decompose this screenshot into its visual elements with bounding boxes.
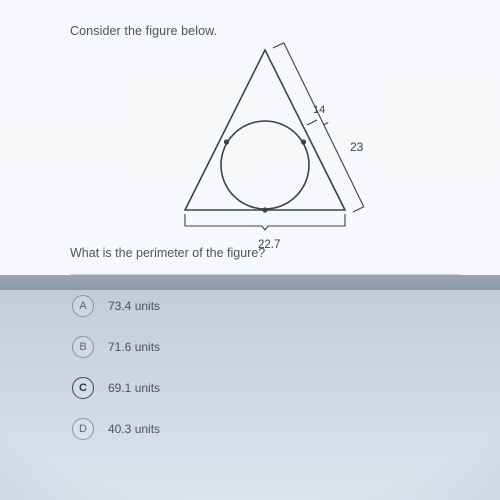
choice-text: 69.1 units xyxy=(108,381,160,395)
answer-choice-list: A 73.4 units B 71.6 units C 69.1 units D… xyxy=(70,295,460,440)
choice-text: 40.3 units xyxy=(108,422,160,436)
choice-letter: C xyxy=(72,377,94,399)
choice-letter: A xyxy=(72,295,94,317)
figure-svg xyxy=(150,42,380,247)
question-block: Consider the figure below. 14 23 22.7 Wh… xyxy=(0,0,500,500)
label-23: 23 xyxy=(350,140,363,154)
choice-letter: B xyxy=(72,336,94,358)
geometry-figure: 14 23 22.7 xyxy=(150,42,380,242)
answer-choice[interactable]: C 69.1 units xyxy=(72,377,460,399)
prompt-text: Consider the figure below. xyxy=(70,24,460,38)
choice-text: 73.4 units xyxy=(108,299,160,313)
divider xyxy=(70,274,460,275)
answer-choice[interactable]: D 40.3 units xyxy=(72,418,460,440)
label-14: 14 xyxy=(313,104,325,116)
answer-choice[interactable]: A 73.4 units xyxy=(72,295,460,317)
choice-text: 71.6 units xyxy=(108,340,160,354)
choice-letter: D xyxy=(72,418,94,440)
answer-choice[interactable]: B 71.6 units xyxy=(72,336,460,358)
label-base: 22.7 xyxy=(258,239,280,251)
